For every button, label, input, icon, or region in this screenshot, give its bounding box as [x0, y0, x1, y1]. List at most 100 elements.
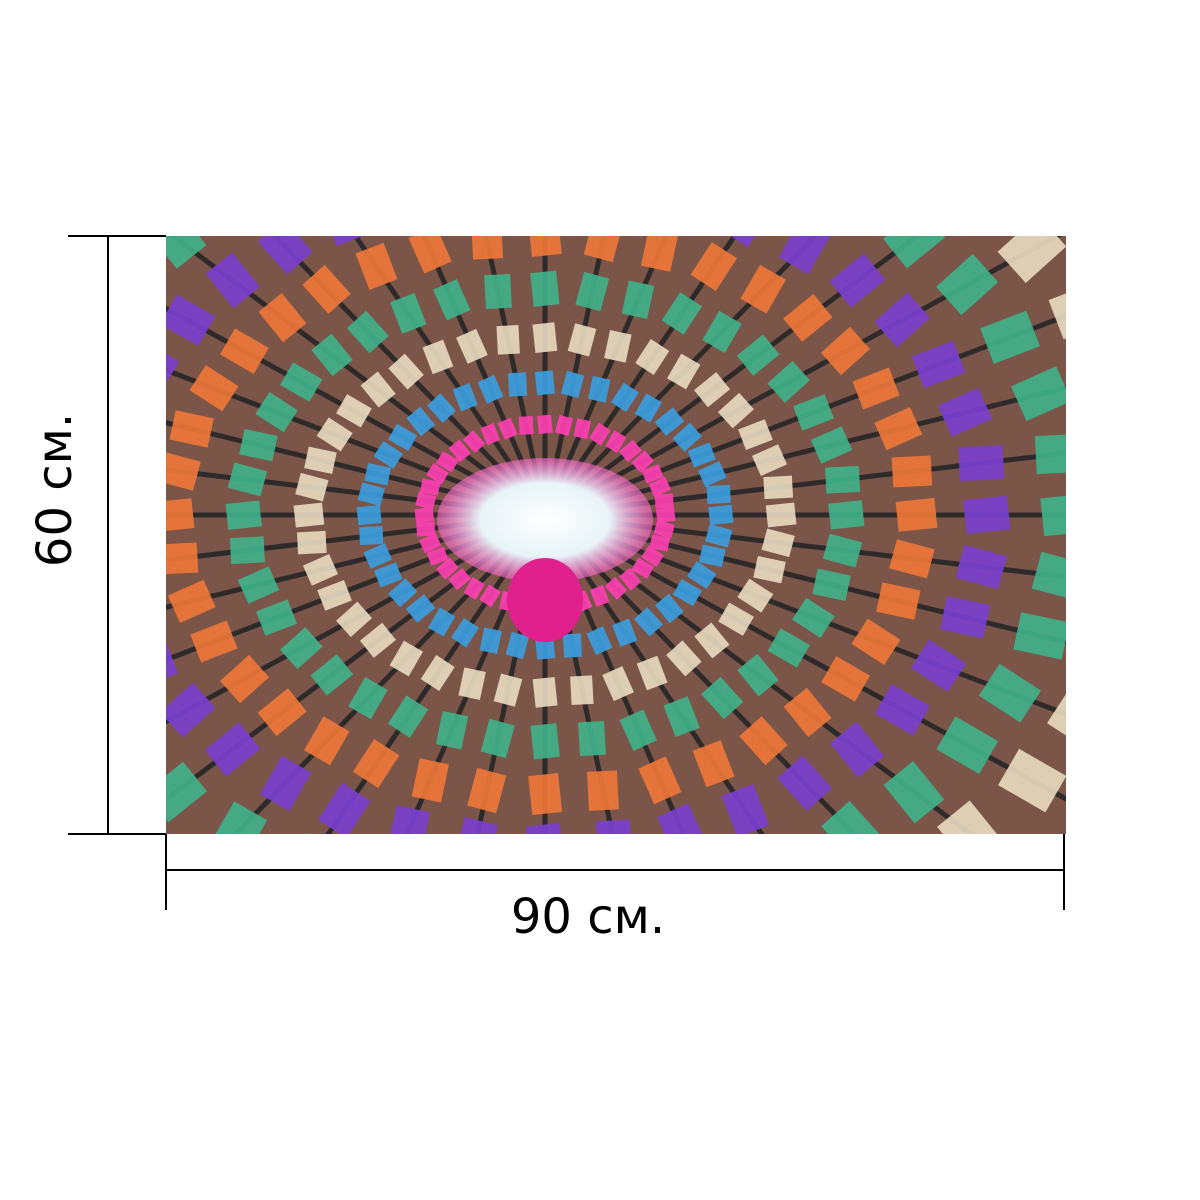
paper-flag	[359, 622, 397, 658]
paper-flag	[611, 382, 639, 413]
paper-flag	[348, 677, 388, 720]
paper-flag	[18, 609, 79, 664]
paper-flag	[435, 451, 459, 473]
paper-flag	[528, 773, 563, 815]
paper-flag	[654, 493, 674, 509]
paper-flag	[865, 846, 933, 915]
paper-flag	[225, 500, 262, 530]
paper-flag	[753, 555, 786, 584]
paper-flag	[1084, 345, 1151, 406]
paper-flag	[242, 79, 301, 145]
paper-flag	[822, 533, 863, 568]
paper-flag	[936, 716, 999, 774]
paper-flag	[530, 270, 560, 307]
lamp	[507, 558, 583, 642]
paper-flag	[433, 279, 471, 321]
paper-flag	[778, 236, 831, 275]
paper-flag	[525, 822, 565, 834]
paper-flag	[939, 596, 991, 639]
paper-flag	[612, 37, 667, 101]
paper-flag	[0, 625, 6, 686]
paper-flag	[471, 236, 504, 260]
paper-flag	[786, 78, 851, 147]
paper-flag	[448, 439, 471, 463]
paper-flag	[532, 322, 558, 354]
paper-flag	[280, 362, 323, 402]
paper-flag	[679, 857, 734, 918]
paper-flag	[384, 172, 433, 226]
paper-flag	[521, 938, 568, 997]
paper-flag	[239, 883, 304, 952]
paper-flag	[426, 462, 449, 485]
paper-flag	[718, 602, 754, 636]
paper-flag	[889, 539, 935, 579]
paper-flag	[443, 102, 484, 153]
paper-flag	[789, 885, 848, 951]
paper-flag	[157, 115, 225, 184]
paper-flag	[619, 567, 642, 591]
paper-flag	[302, 264, 351, 314]
paper-flag	[823, 167, 881, 229]
paper-flag	[479, 584, 501, 608]
paper-flag	[810, 426, 853, 464]
paper-flag	[876, 582, 921, 620]
paper-flag	[998, 748, 1066, 813]
paper-flag	[640, 236, 679, 272]
paper-flag	[356, 504, 382, 526]
paper-flag	[589, 584, 610, 607]
paper-flag	[586, 770, 619, 811]
paper-flag	[204, 722, 261, 777]
paper-flag	[706, 484, 731, 505]
paper-flag	[405, 594, 436, 623]
paper-flag	[910, 639, 967, 693]
paper-flag	[420, 654, 455, 691]
paper-flag	[427, 393, 457, 423]
paper-flag	[612, 618, 638, 647]
paper-flag	[604, 576, 628, 600]
paper-flag	[411, 758, 450, 803]
paper-flag	[739, 716, 788, 766]
paper-flag	[554, 414, 574, 437]
paper-flag	[166, 761, 207, 823]
paper-flag	[701, 676, 744, 720]
beam	[166, 512, 546, 663]
paper-flag	[575, 271, 610, 312]
paper-flag	[353, 738, 400, 789]
paper-flag	[657, 803, 707, 834]
paper-flag	[317, 580, 352, 611]
paper-flag	[1087, 628, 1149, 680]
paper-flag	[792, 597, 835, 638]
paper-flag	[333, 914, 385, 976]
paper-flag	[493, 673, 523, 707]
paper-flag	[828, 500, 865, 530]
paper-flag	[373, 441, 404, 469]
paper-flag	[239, 428, 278, 462]
paper-flag	[602, 666, 634, 702]
paper-flag	[507, 372, 528, 397]
paper-flag	[166, 498, 195, 533]
paper-flag	[282, 136, 335, 196]
paper-flag	[955, 544, 1007, 590]
paper-flag	[604, 330, 632, 363]
paper-flag	[583, 236, 623, 263]
paper-flag	[663, 696, 700, 738]
paper-flag	[328, 52, 389, 119]
paper-flag	[456, 328, 488, 364]
paper-flag	[592, 162, 636, 213]
paper-flag	[237, 566, 280, 604]
paper-flag	[390, 292, 427, 334]
paper-flag	[562, 633, 583, 658]
paper-flag	[86, 161, 153, 230]
paper-flag	[255, 392, 298, 433]
paper-flag	[357, 482, 385, 506]
paper-flag	[205, 252, 260, 309]
paper-flag	[830, 721, 885, 778]
paper-flag	[20, 370, 76, 417]
paper-flag	[648, 476, 671, 497]
paper-flag	[416, 521, 436, 537]
paper-flag	[458, 164, 494, 210]
paper-flag	[634, 393, 662, 423]
paper-flag	[883, 761, 945, 824]
paper-flag	[229, 536, 265, 565]
